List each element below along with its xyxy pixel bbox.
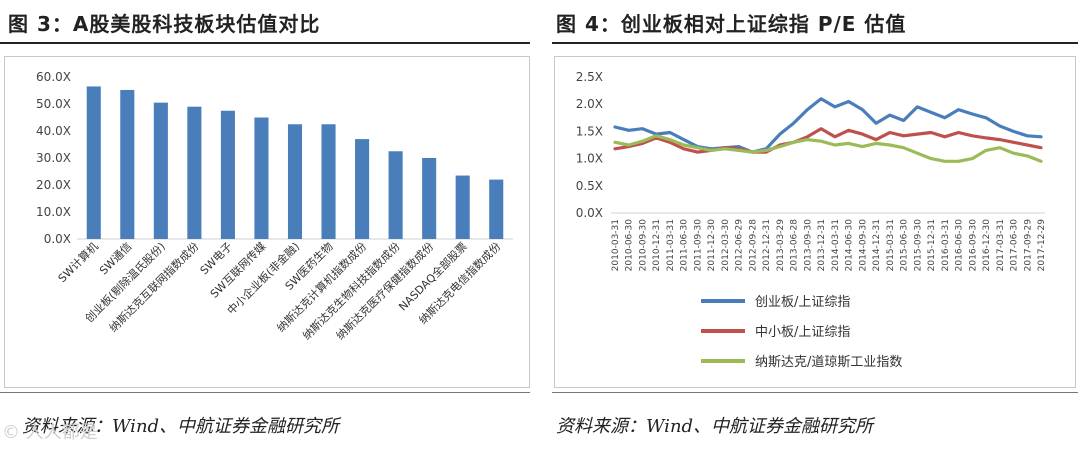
series-line-1 <box>613 97 1043 154</box>
line-x-tick-label: 2013-06-28 <box>790 219 800 272</box>
bar <box>120 89 135 240</box>
right-title-rule <box>552 42 1078 44</box>
line-x-tick-label: 2014-12-31 <box>872 219 882 271</box>
right-figure-title: 图 4：创业板相对上证综指 P/E 估值 <box>556 12 907 36</box>
bar <box>321 124 336 239</box>
left-bottom-rule <box>0 392 530 393</box>
bar <box>187 106 202 239</box>
bar-y-tick-label: 40.0X <box>36 124 71 138</box>
right-bottom-rule <box>552 392 1078 393</box>
line-x-tick-label: 2013-09-30 <box>803 219 813 272</box>
line-x-tick-label: 2012-12-31 <box>762 219 772 271</box>
bar-category-label: SW计算机 <box>55 239 101 285</box>
legend-label: 创业板/上证综指 <box>755 295 850 310</box>
bar <box>153 102 168 240</box>
bar <box>355 139 370 239</box>
left-source-note: 资料来源：Wind、中航证券金融研究所 <box>22 416 340 437</box>
line-y-tick-label: 1.5X <box>576 124 603 138</box>
line-x-tick-label: 2017-09-29 <box>1023 219 1033 272</box>
bar <box>254 117 269 239</box>
bar <box>489 179 504 239</box>
line-x-tick-label: 2015-06-30 <box>900 219 910 272</box>
line-chart-frame: 0.0X 0.5X 1.0X 1.5X 2.0X 2.5X 2010-03-31 2010-0… <box>554 56 1076 388</box>
legend-label: 中小板/上证综指 <box>755 325 850 340</box>
bar-y-tick-label: 30.0X <box>36 151 71 165</box>
line-y-tick-label: 1.0X <box>576 152 603 166</box>
bar <box>86 86 101 239</box>
series-line-2 <box>613 127 1043 154</box>
right-source-note: 资料来源：Wind、中航证券金融研究所 <box>556 416 874 437</box>
watermark-text: © 人人都是 <box>2 422 98 443</box>
bar-chart: 0.0X10.0X20.0X30.0X40.0X50.0X60.0XSW计算机S… <box>36 70 513 342</box>
line-x-tick-label: 2016-03-31 <box>941 219 951 271</box>
line-x-tick-label: 2016-12-30 <box>982 219 992 272</box>
bar-y-tick-label: 60.0X <box>36 70 71 84</box>
line-x-tick-label: 2013-12-31 <box>817 219 827 271</box>
line-x-tick-label: 2011-06-30 <box>680 219 690 272</box>
legend-label: 纳斯达克/道琼斯工业指数 <box>755 355 902 370</box>
bar <box>388 151 403 239</box>
line-x-tick-label: 2014-09-30 <box>858 219 868 272</box>
line-x-tick-label: 2014-06-30 <box>845 219 855 272</box>
left-figure-title: 图 3：A股美股科技板块估值对比 <box>8 12 321 36</box>
line-x-tick-label: 2010-03-31 <box>611 219 621 271</box>
bar <box>455 175 470 239</box>
line-x-tick-label: 2016-06-30 <box>955 219 965 272</box>
bar <box>220 110 235 239</box>
line-y-tick-label: 2.5X <box>576 70 603 84</box>
line-chart: 0.0X 0.5X 1.0X 1.5X 2.0X 2.5X 2010-03-31 2010-0… <box>576 70 1047 370</box>
line-x-tick-label: 2015-09-30 <box>913 219 923 272</box>
bar-y-tick-label: 0.0X <box>44 232 71 246</box>
left-title-rule <box>0 42 530 44</box>
line-x-tick-label: 2010-12-31 <box>652 219 662 271</box>
bar <box>422 158 437 239</box>
line-x-tick-label: 2012-03-30 <box>721 219 731 272</box>
line-y-tick-label: 2.0X <box>576 97 603 111</box>
bar <box>287 124 303 239</box>
line-x-tick-label: 2011-12-30 <box>707 219 717 272</box>
line-x-tick-label: 2012-09-28 <box>748 219 758 272</box>
line-x-tick-label: 2011-03-31 <box>666 219 676 271</box>
line-x-tick-label: 2017-06-30 <box>1010 219 1020 272</box>
line-y-tick-label: 0.0X <box>576 206 603 220</box>
line-x-tick-label: 2013-03-29 <box>776 219 786 272</box>
line-x-tick-label: 2010-06-30 <box>625 219 635 272</box>
line-x-tick-label: 2016-09-30 <box>968 219 978 272</box>
line-x-tick-label: 2012-06-29 <box>735 219 745 272</box>
bar-y-tick-label: 20.0X <box>36 178 71 192</box>
bar-chart-frame: 0.0X 10.0X 20.0X 30.0X 40.0X 50.0X 60.0X SW计算机 S… <box>4 56 530 388</box>
line-x-tick-label: 2015-12-31 <box>927 219 937 271</box>
line-x-tick-label: 2017-12-29 <box>1037 219 1047 272</box>
line-x-tick-label: 2010-09-30 <box>638 219 648 272</box>
line-x-tick-label: 2014-03-31 <box>831 219 841 271</box>
line-y-tick-label: 0.5X <box>576 179 603 193</box>
bar-y-tick-label: 50.0X <box>36 97 71 111</box>
line-x-tick-label: 2015-03-31 <box>886 219 896 271</box>
bar-y-tick-label: 10.0X <box>36 205 71 219</box>
series-line-3 <box>613 134 1043 163</box>
line-x-tick-label: 2017-03-31 <box>996 219 1006 271</box>
line-x-tick-label: 2011-09-30 <box>693 219 703 272</box>
